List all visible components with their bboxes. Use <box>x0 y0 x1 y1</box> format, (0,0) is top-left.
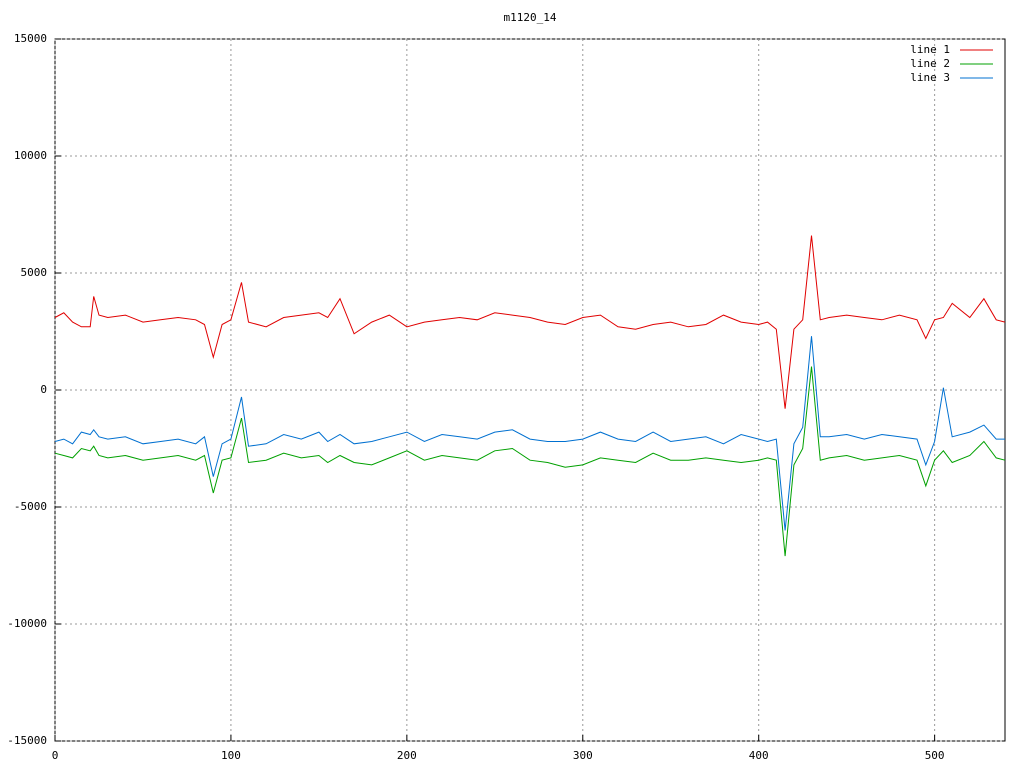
y-tick-label: -15000 <box>7 734 47 747</box>
y-tick-label: 5000 <box>21 266 48 279</box>
y-tick-label: -10000 <box>7 617 47 630</box>
legend-label: line 1 <box>910 43 950 56</box>
data-line <box>54 336 1005 531</box>
data-line <box>54 235 1006 409</box>
x-tick-label: 300 <box>573 749 593 762</box>
y-tick-label: 0 <box>40 383 47 396</box>
x-tick-label: 0 <box>52 749 59 762</box>
x-tick-label: 200 <box>397 749 417 762</box>
y-tick-label: 10000 <box>14 149 47 162</box>
legend-label: line 2 <box>910 57 950 70</box>
x-tick-label: 100 <box>221 749 241 762</box>
data-line <box>54 366 1006 557</box>
x-tick-label: 500 <box>925 749 945 762</box>
y-tick-label: -5000 <box>14 500 47 513</box>
y-tick-label: 15000 <box>14 32 47 45</box>
chart-title: m1120_14 <box>504 11 557 24</box>
x-tick-label: 400 <box>749 749 769 762</box>
legend-label: line 3 <box>910 71 950 84</box>
